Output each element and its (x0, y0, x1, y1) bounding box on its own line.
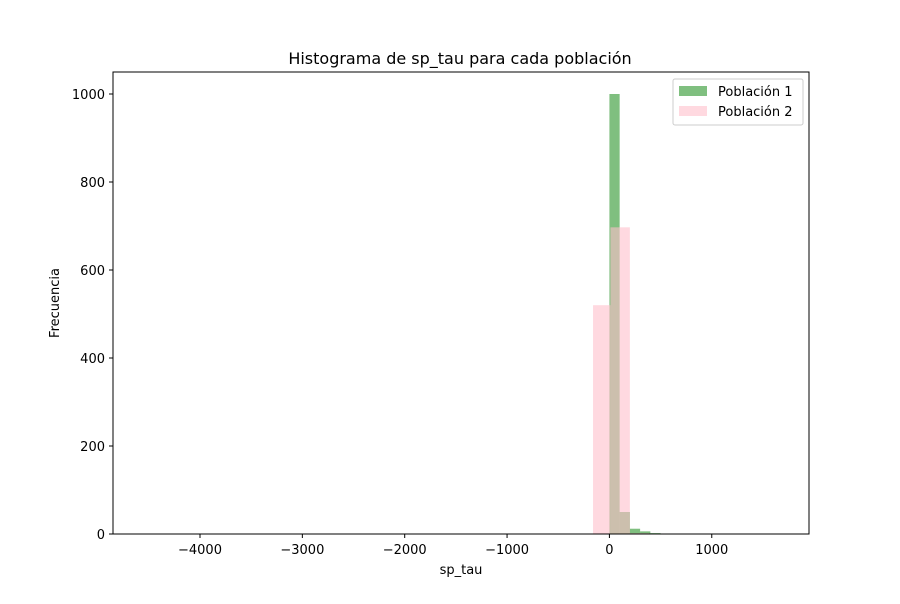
y-tick-label: 600 (80, 264, 105, 279)
plot-frame (113, 72, 809, 534)
x-tick-label: −2000 (383, 543, 427, 558)
x-axis-label: sp_tau (440, 563, 483, 578)
legend-label-poblacion-1: Población 1 (718, 85, 793, 100)
x-tick-label: −1000 (485, 543, 529, 558)
legend: Población 1 Población 2 (673, 79, 803, 125)
y-tick-label: 1000 (72, 88, 105, 103)
legend-swatch-poblacion-2 (679, 106, 707, 116)
y-axis-label: Frecuencia (48, 268, 63, 338)
chart-title: Histograma de sp_tau para cada población (288, 49, 631, 69)
y-tick-label: 0 (97, 528, 105, 543)
y-tick-label: 400 (80, 352, 105, 367)
legend-swatch-poblacion-1 (679, 86, 707, 96)
bar-series-2-bin-1 (593, 305, 610, 534)
y-tick-label: 200 (80, 440, 105, 455)
x-tick-label: −3000 (280, 543, 324, 558)
y-tick-label: 800 (80, 176, 105, 191)
histogram-bars (593, 94, 701, 534)
bar-series-2-bin-2 (610, 227, 629, 534)
x-tick-label: 0 (605, 543, 613, 558)
x-tick-label: 1000 (695, 543, 728, 558)
x-axis-ticks: −4000 −3000 −2000 −1000 0 1000 (178, 534, 728, 558)
x-tick-label: −4000 (178, 543, 222, 558)
y-axis-ticks: 0 200 400 600 800 1000 (72, 88, 113, 543)
legend-label-poblacion-2: Población 2 (718, 105, 793, 120)
